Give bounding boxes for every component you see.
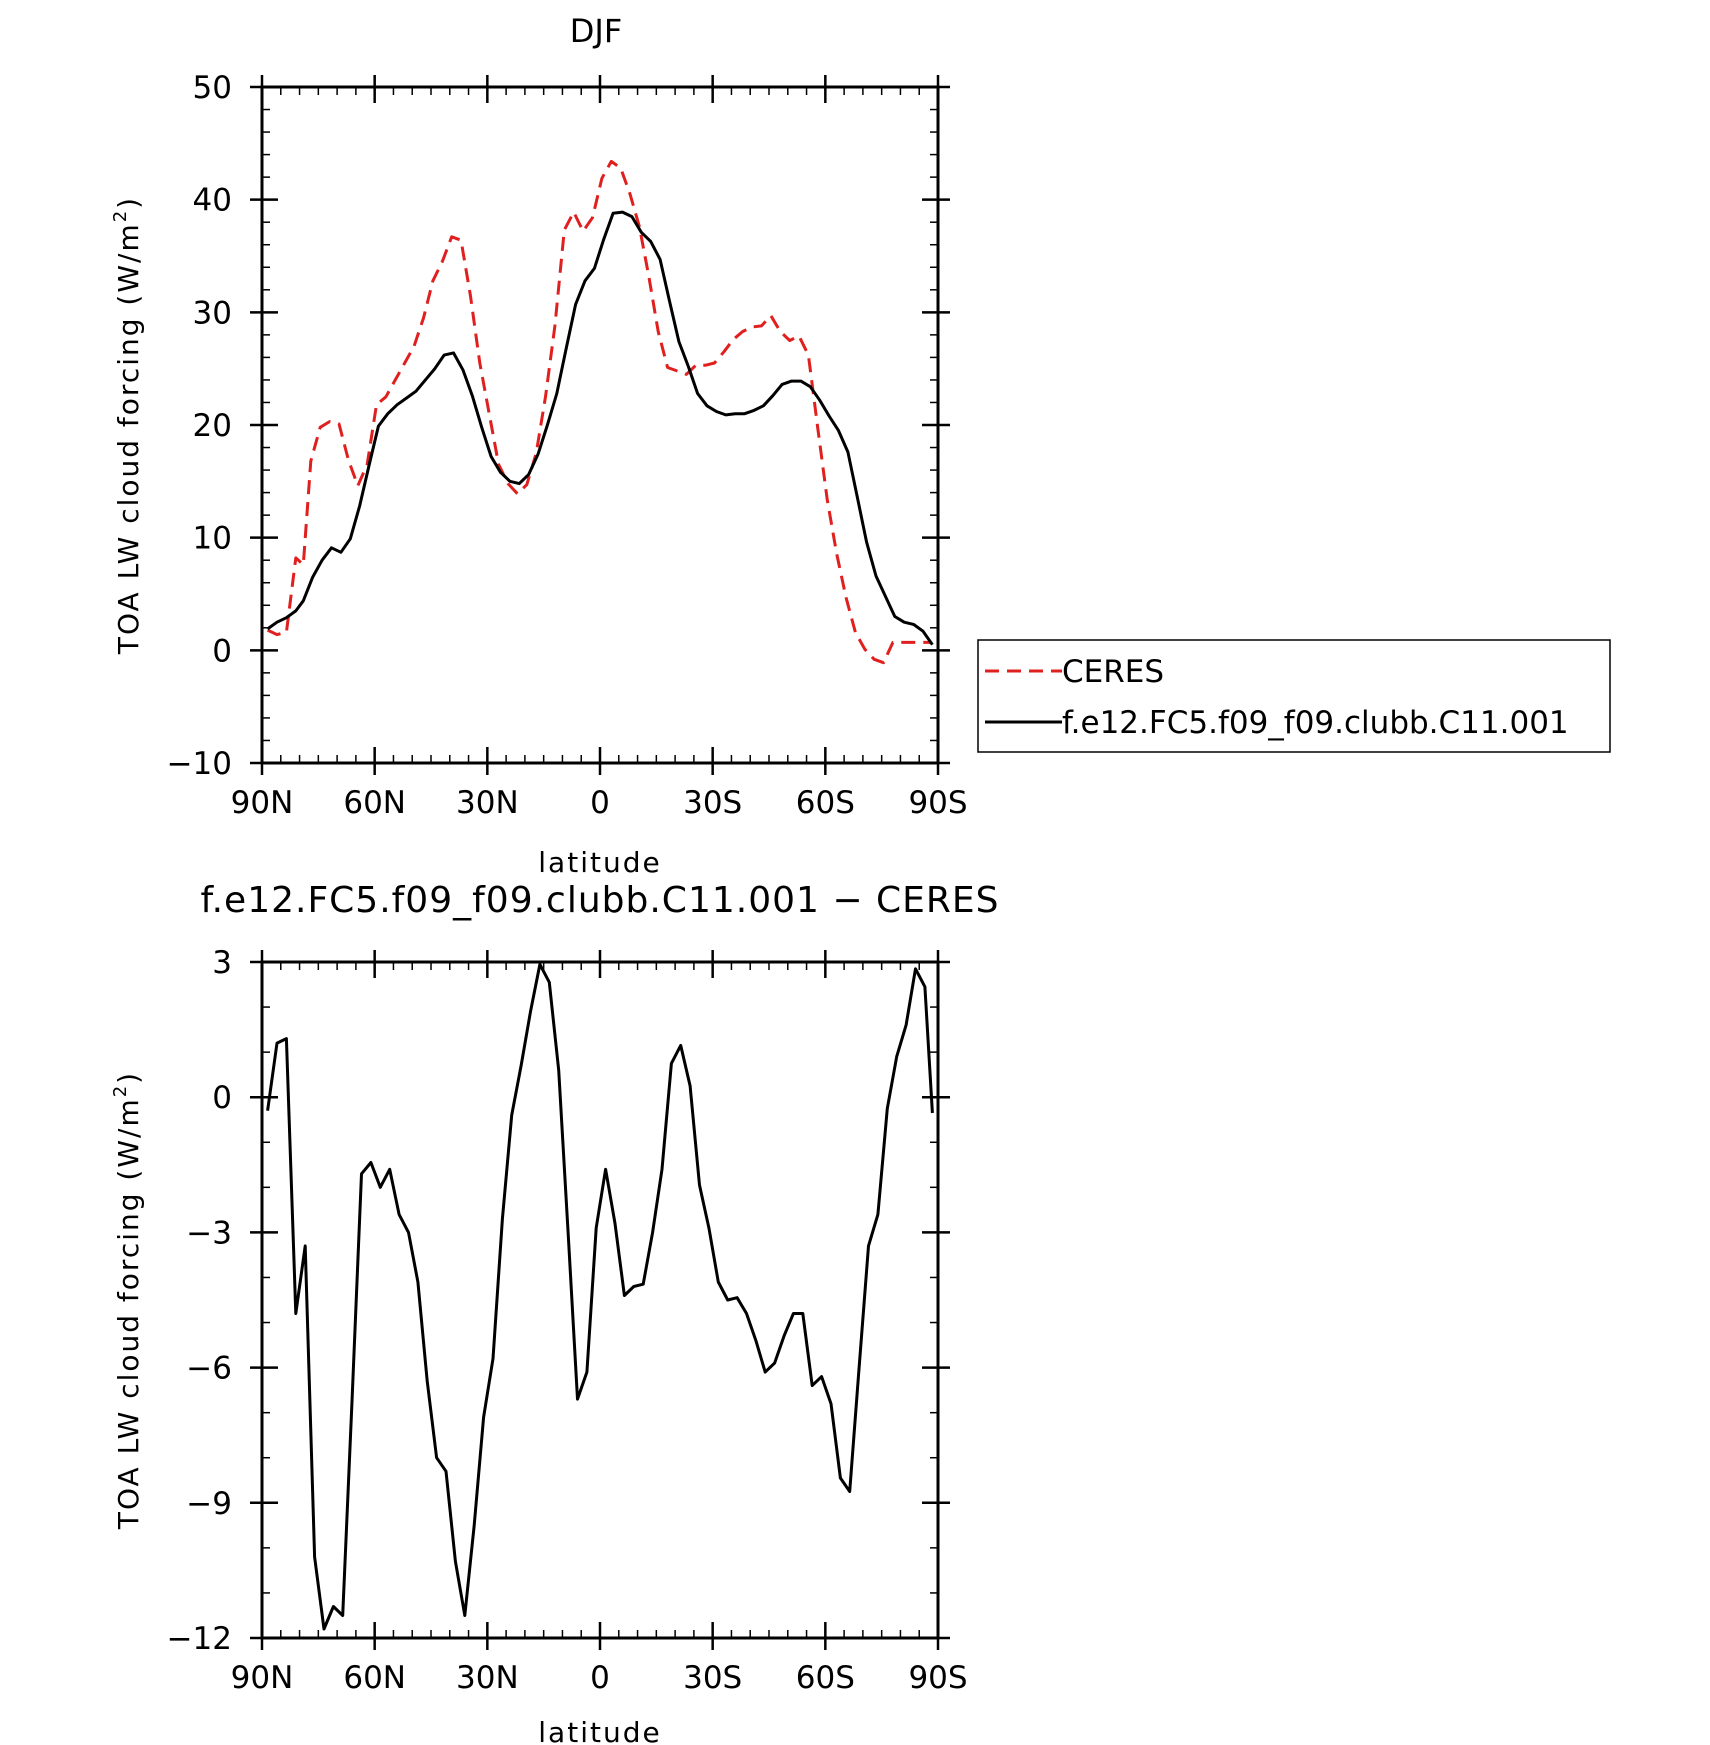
- x-tick-label: 90N: [231, 785, 294, 821]
- y-axis-label-superscript: 2: [110, 209, 131, 222]
- series-line-difference: [266, 962, 934, 1631]
- legend: CERES f.e12.FC5.f09_f09.clubb.C11.001: [977, 639, 1611, 753]
- x-axis-label: latitude: [538, 1716, 661, 1745]
- series-line-ceres: [266, 159, 931, 665]
- x-tick-label: 30S: [683, 1660, 742, 1696]
- y-tick-label: −9: [186, 1486, 232, 1522]
- x-tick-label: 60N: [343, 1660, 406, 1696]
- y-tick-label: 50: [193, 70, 232, 106]
- x-tick-label: 30N: [456, 1660, 519, 1696]
- minor-ticks: [261, 961, 939, 1639]
- y-axis-label: TOA LW cloud forcing (W/m2): [110, 1071, 145, 1530]
- y-axis-label-text: TOA LW cloud forcing (W/m: [112, 222, 145, 655]
- series-lines: [266, 962, 934, 1631]
- y-axis-label-close: ): [112, 1071, 145, 1084]
- y-axis-label-close: ): [112, 196, 145, 209]
- y-axis-ticks: −12 −9 −6 −3 0 3: [167, 945, 950, 1657]
- y-axis-label-text: TOA LW cloud forcing (W/m: [112, 1097, 145, 1530]
- y-tick-label: 0: [212, 633, 232, 669]
- y-axis-label: TOA LW cloud forcing (W/m2): [110, 196, 145, 655]
- x-tick-label: 90S: [908, 785, 967, 821]
- x-axis-ticks: 90N 60N 30N 0 30S 60S 90S: [231, 950, 968, 1696]
- chart-title: DJF: [570, 12, 622, 50]
- y-axis-ticks: −10 0 10 20 30 40 50: [167, 70, 950, 782]
- y-tick-label: −10: [167, 746, 232, 782]
- y-tick-label: −6: [186, 1351, 232, 1387]
- y-tick-label: −12: [167, 1621, 232, 1657]
- x-tick-label: 90N: [231, 1660, 294, 1696]
- y-tick-label: 3: [212, 945, 232, 981]
- x-tick-label: 0: [590, 785, 610, 821]
- legend-box: [977, 639, 1611, 753]
- series-line-f-e12-fc5-f09-f09-clubb-c11-001: [266, 210, 934, 646]
- plot-frame: [260, 960, 940, 1640]
- y-tick-label: 10: [193, 521, 232, 557]
- y-tick-label: −3: [186, 1215, 232, 1251]
- x-axis-ticks: 90N 60N 30N 0 30S 60S 90S: [231, 75, 968, 821]
- x-tick-label: 0: [590, 1660, 610, 1696]
- legend-label-ceres: CERES: [1062, 654, 1164, 690]
- y-tick-label: 40: [193, 183, 232, 219]
- legend-label-model: f.e12.FC5.f09_f09.clubb.C11.001: [1062, 705, 1569, 741]
- chart-title: f.e12.FC5.f09_f09.clubb.C11.001 − CERES: [201, 880, 1000, 921]
- x-tick-label: 30N: [456, 785, 519, 821]
- bottom-panel-difference: f.e12.FC5.f09_f09.clubb.C11.001 − CERES …: [110, 880, 1000, 1745]
- x-tick-label: 60N: [343, 785, 406, 821]
- x-tick-label: 60S: [796, 1660, 855, 1696]
- y-tick-label: 20: [193, 408, 232, 444]
- y-tick-label: 30: [193, 295, 232, 331]
- series-lines: [266, 159, 934, 665]
- x-axis-label: latitude: [538, 846, 661, 879]
- y-tick-label: 0: [212, 1080, 232, 1116]
- y-axis-label-superscript: 2: [110, 1084, 131, 1097]
- x-tick-label: 60S: [796, 785, 855, 821]
- x-tick-label: 30S: [683, 785, 742, 821]
- x-tick-label: 90S: [908, 1660, 967, 1696]
- top-panel-djf: DJF −10 0 10 20 30 40 50 90N 60N 30N 0 30S 60S 90S T…: [110, 12, 1611, 879]
